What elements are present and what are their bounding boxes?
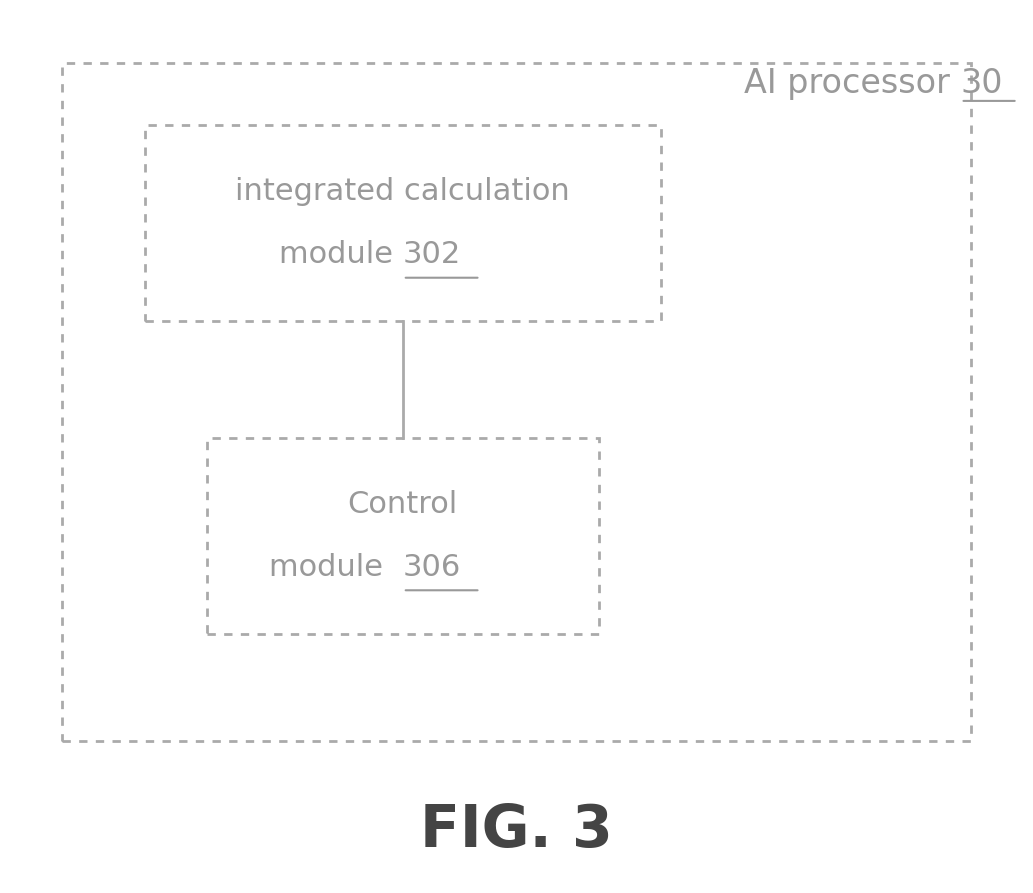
Text: 306: 306: [403, 553, 461, 581]
Text: FIG. 3: FIG. 3: [420, 802, 613, 859]
FancyBboxPatch shape: [207, 438, 599, 634]
Text: integrated calculation: integrated calculation: [236, 178, 570, 206]
FancyBboxPatch shape: [62, 63, 971, 741]
Text: AI processor: AI processor: [744, 67, 961, 100]
FancyBboxPatch shape: [145, 125, 661, 321]
Text: 30: 30: [961, 67, 1003, 100]
Text: Control: Control: [348, 490, 458, 519]
Text: module: module: [270, 553, 403, 581]
Text: module: module: [279, 240, 403, 269]
Text: 302: 302: [403, 240, 461, 269]
